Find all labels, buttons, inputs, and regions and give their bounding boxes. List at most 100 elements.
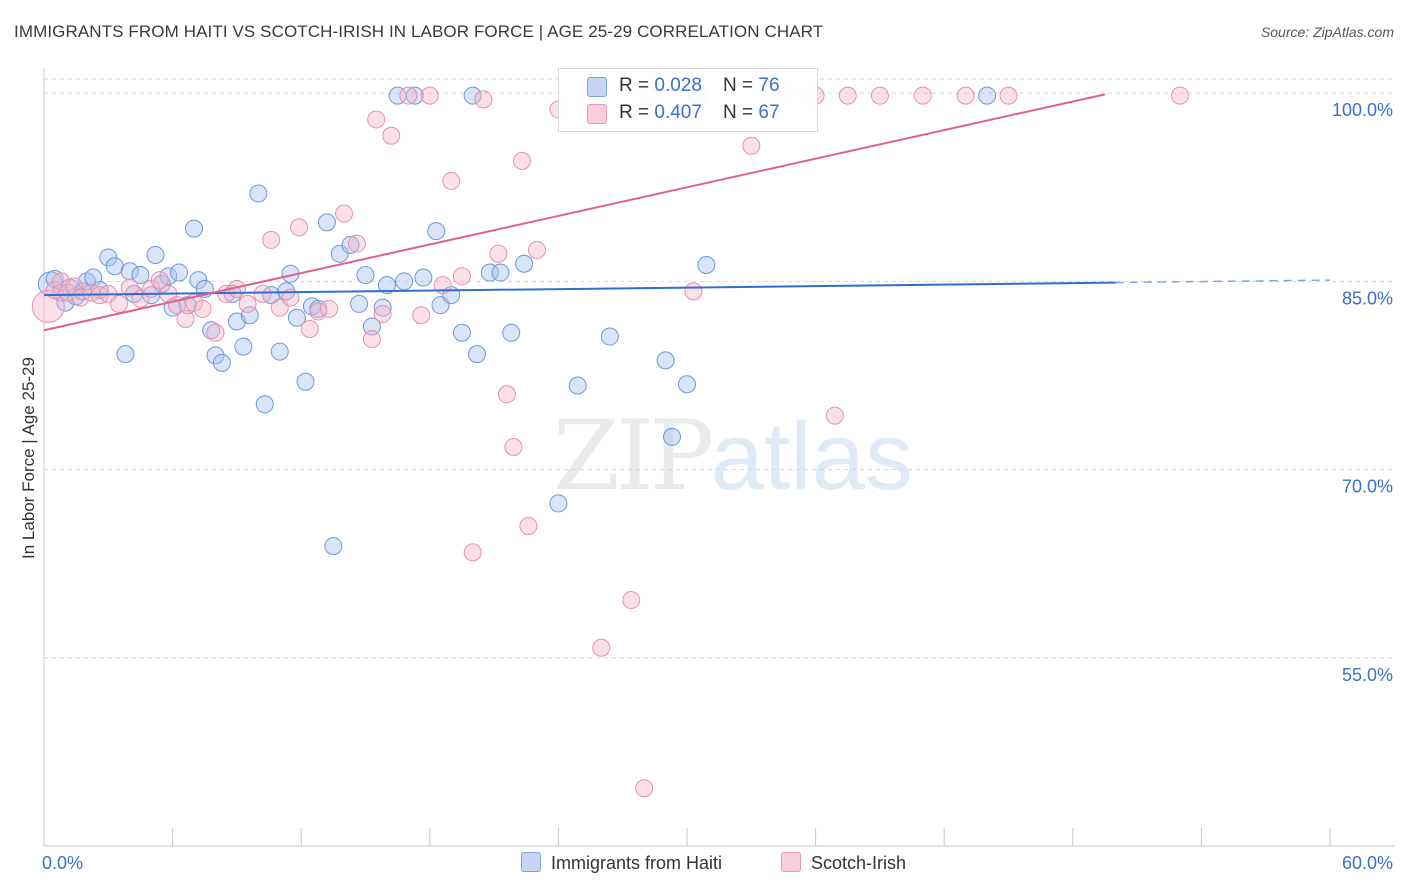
chart-title: IMMIGRANTS FROM HAITI VS SCOTCH-IRISH IN… xyxy=(14,22,824,41)
scotch-point xyxy=(262,230,281,249)
haiti-point xyxy=(427,222,446,241)
scotch-point xyxy=(150,271,169,290)
haiti-point xyxy=(377,276,396,295)
haiti-point xyxy=(330,244,349,263)
haiti-point xyxy=(362,317,381,336)
haiti-point xyxy=(131,266,150,285)
haiti-point xyxy=(480,263,499,282)
scotch-point xyxy=(176,309,195,328)
scotch-swatch xyxy=(587,104,607,124)
scotch-point xyxy=(463,543,482,562)
haiti-point xyxy=(234,337,253,356)
y-tick-label: 70.0% xyxy=(1342,477,1393,497)
scotch-point xyxy=(489,244,508,263)
scotch-point xyxy=(71,288,90,307)
haiti-point xyxy=(105,257,124,276)
scotch-point xyxy=(193,299,212,318)
correlation-legend: R = 0.028 N = 76 R = 0.407 N = 67 xyxy=(558,68,818,132)
legend-r-label: R = xyxy=(619,102,655,123)
axes xyxy=(43,68,1395,847)
watermark-zip: ZIP xyxy=(553,400,714,512)
scotch-point xyxy=(281,288,300,307)
scotch-point xyxy=(838,86,857,105)
scotch-point xyxy=(110,294,129,313)
haiti-n-value: 76 xyxy=(758,75,780,96)
haiti-point xyxy=(212,353,231,372)
haiti-point xyxy=(395,272,414,291)
haiti-point xyxy=(270,342,289,361)
scotch-point xyxy=(290,218,309,237)
y-tick-label: 85.0% xyxy=(1342,288,1393,308)
scotch-point xyxy=(913,86,932,105)
legend-n-label: N = xyxy=(723,102,759,123)
haiti-point xyxy=(414,268,433,287)
scotch-point xyxy=(320,299,339,318)
haiti-point xyxy=(206,346,225,365)
scotch-point xyxy=(382,126,401,145)
haiti-point xyxy=(656,351,675,370)
scotch-point xyxy=(120,278,139,297)
bottom-legend-scotch: Scotch-Irish xyxy=(781,852,906,874)
y-tick-label: 55.0% xyxy=(1342,665,1393,685)
haiti-point xyxy=(502,323,521,342)
scotch-point xyxy=(519,517,538,536)
haiti-point xyxy=(99,248,118,267)
haiti-point xyxy=(678,375,696,394)
haiti-r-value: 0.028 xyxy=(654,75,702,96)
scotch-point xyxy=(399,86,418,105)
y-tick-label: 100.0% xyxy=(1332,100,1393,120)
haiti-point xyxy=(116,345,135,364)
scotch-legend-swatch xyxy=(781,852,801,872)
scotch-point xyxy=(635,779,654,798)
scotch-point xyxy=(412,306,431,325)
scotch-point xyxy=(497,385,516,404)
haiti-point xyxy=(341,235,360,254)
scotch-legend-label: Scotch-Irish xyxy=(811,853,907,873)
trend-lines xyxy=(43,93,1331,332)
scotch-point xyxy=(442,171,461,190)
scotch-point xyxy=(335,204,354,223)
scotch-point xyxy=(512,151,531,170)
scotch-point xyxy=(684,282,703,301)
scotch-point xyxy=(999,86,1018,105)
tick-labels: 55.0% 70.0% 85.0% 100.0% 0.0% 60.0% xyxy=(42,100,1393,873)
x-tick-label-max: 60.0% xyxy=(1342,853,1393,873)
scotch-point xyxy=(362,330,381,349)
scotch-point xyxy=(238,294,257,313)
scotch-point xyxy=(527,240,546,259)
x-tick-label-min: 0.0% xyxy=(42,853,83,873)
haiti-swatch xyxy=(587,77,607,97)
scotch-point xyxy=(452,267,471,286)
haiti-point xyxy=(255,395,274,414)
haiti-point xyxy=(324,537,343,556)
haiti-point xyxy=(373,298,392,317)
haiti-point xyxy=(662,427,681,446)
scotch-point xyxy=(433,276,452,295)
scotch-trend-line xyxy=(43,93,1106,332)
scotch-point xyxy=(253,284,272,303)
haiti-point xyxy=(515,254,534,273)
source-label: Source: ZipAtlas.com xyxy=(1260,24,1394,40)
haiti-point xyxy=(189,271,208,290)
legend-n-label: N = xyxy=(723,75,759,96)
scotch-point xyxy=(373,304,392,323)
haiti-point xyxy=(697,256,716,275)
scotch-point xyxy=(825,406,844,425)
haiti-point xyxy=(249,184,268,203)
scotch-points xyxy=(31,86,1189,798)
scotch-point xyxy=(347,234,366,253)
haiti-point xyxy=(120,262,139,281)
haiti-point xyxy=(170,263,189,282)
scotch-point xyxy=(206,323,225,342)
scotch-point xyxy=(622,591,641,610)
scotch-point xyxy=(367,110,386,129)
bottom-legend-haiti: Immigrants from Haiti xyxy=(521,852,722,874)
zipatlas-watermark: ZIPatlas xyxy=(553,400,913,512)
legend-r-label: R = xyxy=(619,75,655,96)
haiti-point xyxy=(463,86,482,105)
haiti-point xyxy=(287,308,306,327)
scotch-point xyxy=(504,437,523,456)
haiti-point xyxy=(600,327,619,346)
haiti-point xyxy=(549,494,568,513)
